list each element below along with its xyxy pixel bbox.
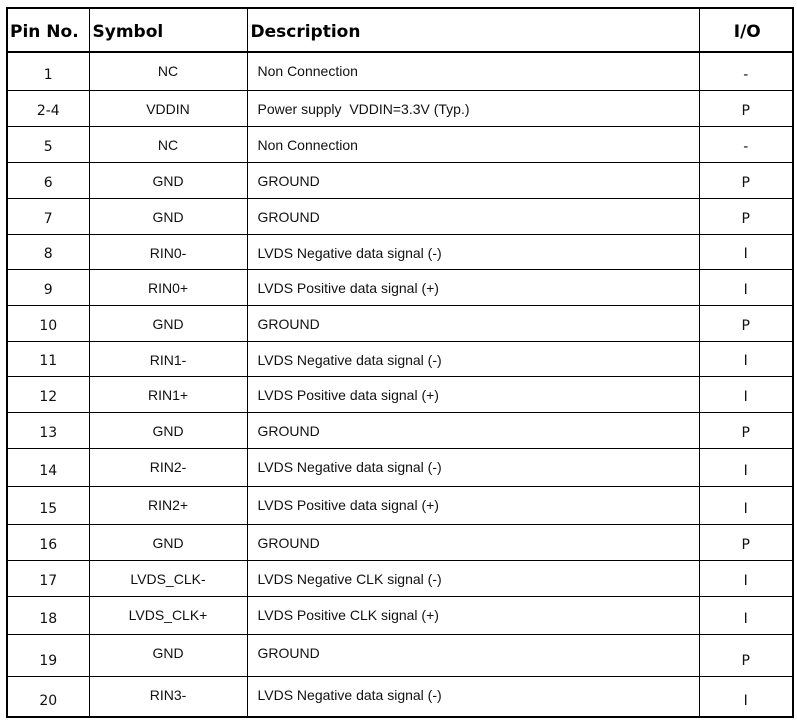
table-cell: 2-4: [6, 89, 90, 127]
table-row: 14 RIN2- LVDS Negative data signal (-) I: [6, 447, 794, 487]
table-cell: I: [698, 485, 794, 525]
table-cell: VDDIN: [88, 89, 248, 127]
table-row: 8 RIN0- LVDS Negative data signal (-) I: [6, 233, 794, 270]
table-row: 10 GND GROUND P: [6, 304, 794, 342]
table-cell: RIN1+: [88, 375, 248, 413]
table-cell: GROUND: [246, 633, 700, 677]
table-cell: 18: [6, 595, 90, 635]
table-row: 16 GND GROUND P: [6, 523, 794, 561]
table-cell: I: [698, 675, 794, 718]
table-cell: P: [698, 411, 794, 449]
table-cell: LVDS Positive data signal (+): [246, 268, 700, 306]
table-cell: RIN2+: [88, 485, 248, 525]
table-cell: 11: [6, 340, 90, 377]
table-body: 1 NC Non Connection -2-4 VDDIN Power supply V…: [6, 51, 794, 718]
table-cell: 10: [6, 304, 90, 342]
table-cell: RIN3-: [88, 675, 248, 718]
table-cell: 17: [6, 559, 90, 597]
table-cell: 12: [6, 375, 90, 413]
table-cell: GND: [88, 197, 248, 235]
table-cell: I: [698, 559, 794, 597]
table-cell: P: [698, 633, 794, 677]
table-row: 19 GND GROUND P: [6, 633, 794, 677]
table-cell: 13: [6, 411, 90, 449]
table-cell: I: [698, 233, 794, 270]
table-row: 7 GND GROUND P: [6, 197, 794, 235]
table-cell: GROUND: [246, 161, 700, 199]
table-cell: P: [698, 89, 794, 127]
table-cell: 1: [6, 51, 90, 91]
table-cell: LVDS Negative data signal (-): [246, 675, 700, 718]
table-cell: Non Connection: [246, 125, 700, 163]
table-cell: GND: [88, 523, 248, 561]
table-row: 17 LVDS_CLK- LVDS Negative CLK signal (-) I: [6, 559, 794, 597]
table-cell: 19: [6, 633, 90, 677]
table-cell: 9: [6, 268, 90, 306]
table-cell: 16: [6, 523, 90, 561]
header-cell: Description: [246, 7, 700, 53]
table-cell: LVDS Negative CLK signal (-): [246, 559, 700, 597]
table-row: 5 NC Non Connection -: [6, 125, 794, 163]
table-cell: GND: [88, 161, 248, 199]
table-row: 20 RIN3- LVDS Negative data signal (-) I: [6, 675, 794, 718]
table-cell: LVDS_CLK-: [88, 559, 248, 597]
table-cell: RIN1-: [88, 340, 248, 377]
pin-table: Pin No. Symbol Description I/O 1 NC Non Conne…: [6, 7, 794, 718]
table-cell: 5: [6, 125, 90, 163]
table-cell: GROUND: [246, 304, 700, 342]
table-cell: Power supply VDDIN=3.3V (Typ.): [246, 89, 700, 127]
table-cell: -: [698, 51, 794, 91]
table-row: 13 GND GROUND P: [6, 411, 794, 449]
table-cell: GND: [88, 304, 248, 342]
header-cell: Pin No.: [6, 7, 90, 53]
header-row: Pin No. Symbol Description I/O: [6, 7, 794, 53]
table-cell: LVDS Positive CLK signal (+): [246, 595, 700, 635]
table-cell: RIN2-: [88, 447, 248, 487]
header-cell: Symbol: [88, 7, 248, 53]
table-cell: GND: [88, 633, 248, 677]
table-cell: RIN0-: [88, 233, 248, 270]
table-row: 15 RIN2+ LVDS Positive data signal (+) I: [6, 485, 794, 525]
table-cell: NC: [88, 51, 248, 91]
table-cell: GROUND: [246, 411, 700, 449]
table-cell: P: [698, 197, 794, 235]
table-cell: I: [698, 447, 794, 487]
header-cell: I/O: [698, 7, 794, 53]
table-cell: LVDS Positive data signal (+): [246, 485, 700, 525]
table-cell: 7: [6, 197, 90, 235]
table-cell: 6: [6, 161, 90, 199]
table-cell: LVDS Positive data signal (+): [246, 375, 700, 413]
table-row: 6 GND GROUND P: [6, 161, 794, 199]
table-cell: 20: [6, 675, 90, 718]
table-cell: GND: [88, 411, 248, 449]
table-cell: Non Connection: [246, 51, 700, 91]
table-cell: I: [698, 375, 794, 413]
table-row: 1 NC Non Connection -: [6, 51, 794, 91]
table-cell: 14: [6, 447, 90, 487]
table-cell: LVDS Negative data signal (-): [246, 340, 700, 377]
table-cell: RIN0+: [88, 268, 248, 306]
table-row: 18 LVDS_CLK+ LVDS Positive CLK signal (+) I: [6, 595, 794, 635]
table-cell: LVDS Negative data signal (-): [246, 233, 700, 270]
table-cell: I: [698, 340, 794, 377]
table-cell: I: [698, 268, 794, 306]
table-cell: I: [698, 595, 794, 635]
table-cell: NC: [88, 125, 248, 163]
table-cell: GROUND: [246, 197, 700, 235]
table-cell: P: [698, 304, 794, 342]
table-cell: P: [698, 161, 794, 199]
table-cell: LVDS Negative data signal (-): [246, 447, 700, 487]
table-row: 11 RIN1- LVDS Negative data signal (-) I: [6, 340, 794, 377]
table-cell: -: [698, 125, 794, 163]
table-row: 12 RIN1+ LVDS Positive data signal (+) I: [6, 375, 794, 413]
table-cell: 8: [6, 233, 90, 270]
table-row: 2-4 VDDIN Power supply VDDIN=3.3V (Typ.) P: [6, 89, 794, 127]
table-cell: 15: [6, 485, 90, 525]
table-row: 9 RIN0+ LVDS Positive data signal (+) I: [6, 268, 794, 306]
table-cell: P: [698, 523, 794, 561]
table-cell: LVDS_CLK+: [88, 595, 248, 635]
table-cell: GROUND: [246, 523, 700, 561]
